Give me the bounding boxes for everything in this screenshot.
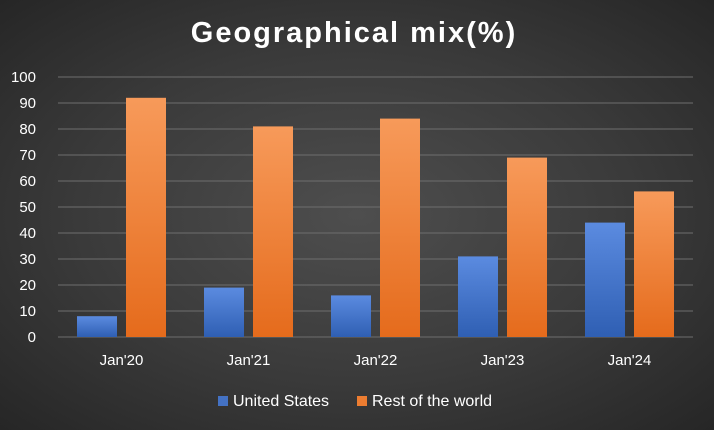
y-tick-label: 30 (19, 251, 36, 268)
bar-united-states (331, 295, 371, 337)
y-tick-label: 40 (19, 225, 36, 242)
bar-united-states (585, 222, 625, 337)
legend-label-rest-of-world: Rest of the world (372, 393, 492, 410)
legend-swatch-united-states (218, 396, 228, 406)
y-tick-label: 100 (11, 69, 36, 86)
x-axis-labels: Jan'20 Jan'21 Jan'22 Jan'23 Jan'24 (100, 352, 652, 369)
bar-rest-of-world (126, 97, 166, 337)
bar-rest-of-world (380, 118, 420, 337)
chart-title: Geographical mix(%) (191, 17, 517, 49)
y-tick-label: 80 (19, 121, 36, 138)
bar-united-states (458, 256, 498, 337)
y-tick-label: 0 (28, 329, 36, 346)
y-tick-label: 60 (19, 173, 36, 190)
y-tick-label: 70 (19, 147, 36, 164)
x-category-label: Jan'21 (227, 352, 271, 369)
x-category-label: Jan'20 (100, 352, 144, 369)
bar-rest-of-world (253, 126, 293, 338)
x-category-label: Jan'24 (608, 352, 652, 369)
bar-united-states (77, 316, 117, 337)
y-tick-label: 10 (19, 303, 36, 320)
bars (77, 97, 674, 338)
legend-label-united-states: United States (233, 393, 329, 410)
y-axis-ticks: 0 10 20 30 40 50 60 70 80 90 100 (11, 69, 36, 346)
x-category-label: Jan'23 (481, 352, 525, 369)
bar-united-states (204, 287, 244, 337)
x-category-label: Jan'22 (354, 352, 398, 369)
y-tick-label: 90 (19, 95, 36, 112)
legend-swatch-rest-of-world (357, 396, 367, 406)
bar-rest-of-world (634, 191, 674, 337)
y-tick-label: 50 (19, 199, 36, 216)
legend: United States Rest of the world (218, 393, 492, 410)
y-tick-label: 20 (19, 277, 36, 294)
bar-rest-of-world (507, 157, 547, 337)
